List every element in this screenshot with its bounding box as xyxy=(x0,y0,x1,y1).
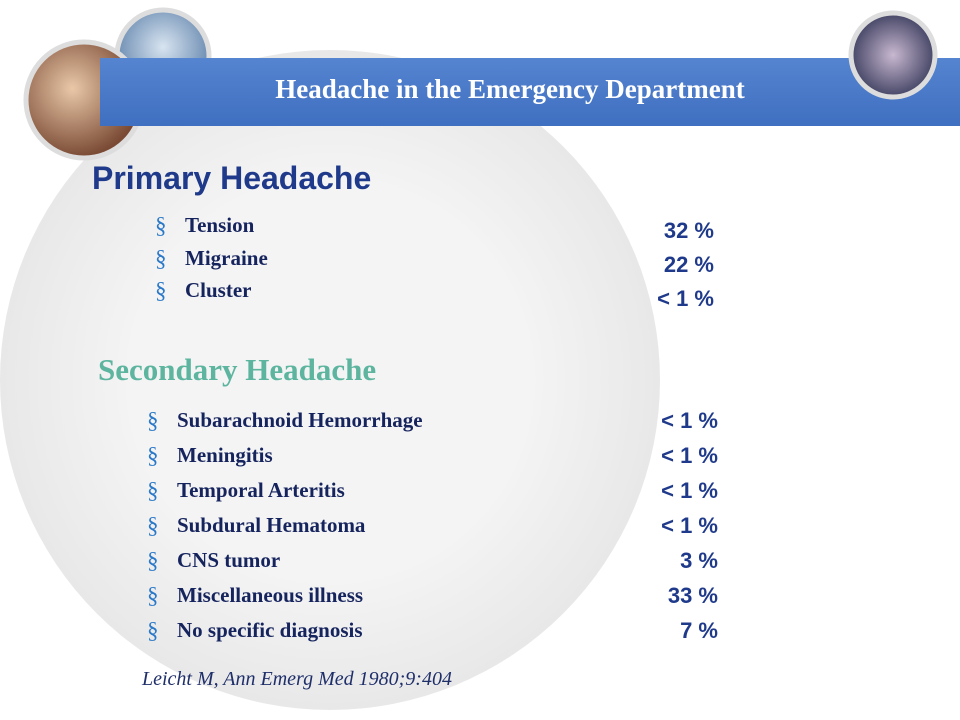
citation: Leicht M, Ann Emerg Med 1980;9:404 xyxy=(142,668,452,690)
header-band xyxy=(100,58,960,126)
section-title: Primary Headache xyxy=(92,160,372,196)
percentage: < 1 % xyxy=(661,408,718,433)
section-title: Secondary Headache xyxy=(98,352,377,387)
percentage: < 1 % xyxy=(661,513,718,538)
list-item: Temporal Arteritis xyxy=(147,478,345,504)
percentage: < 1 % xyxy=(661,478,718,503)
list-item: Meningitis xyxy=(147,443,273,469)
percentage: 22 % xyxy=(663,252,714,277)
list-item: Cluster xyxy=(155,278,251,304)
list-item: CNS tumor xyxy=(147,548,280,574)
list-item: Subarachnoid Hemorrhage xyxy=(147,408,423,434)
percentage: 32 % xyxy=(663,218,714,243)
list-item: Subdural Hematoma xyxy=(147,513,366,539)
list-item: Miscellaneous illness xyxy=(147,583,363,609)
percentage: < 1 % xyxy=(661,443,718,468)
list-item: Tension xyxy=(155,213,254,239)
list-item: No specific diagnosis xyxy=(147,618,362,644)
percentage: 3 % xyxy=(680,548,718,573)
percentage: < 1 % xyxy=(657,286,714,311)
percentage: 33 % xyxy=(667,583,718,608)
percentage: 7 % xyxy=(680,618,718,643)
decoration xyxy=(848,10,938,100)
photo xyxy=(848,10,938,100)
header-title: Headache in the Emergency Department xyxy=(275,74,745,104)
list-item: Migraine xyxy=(155,246,268,272)
